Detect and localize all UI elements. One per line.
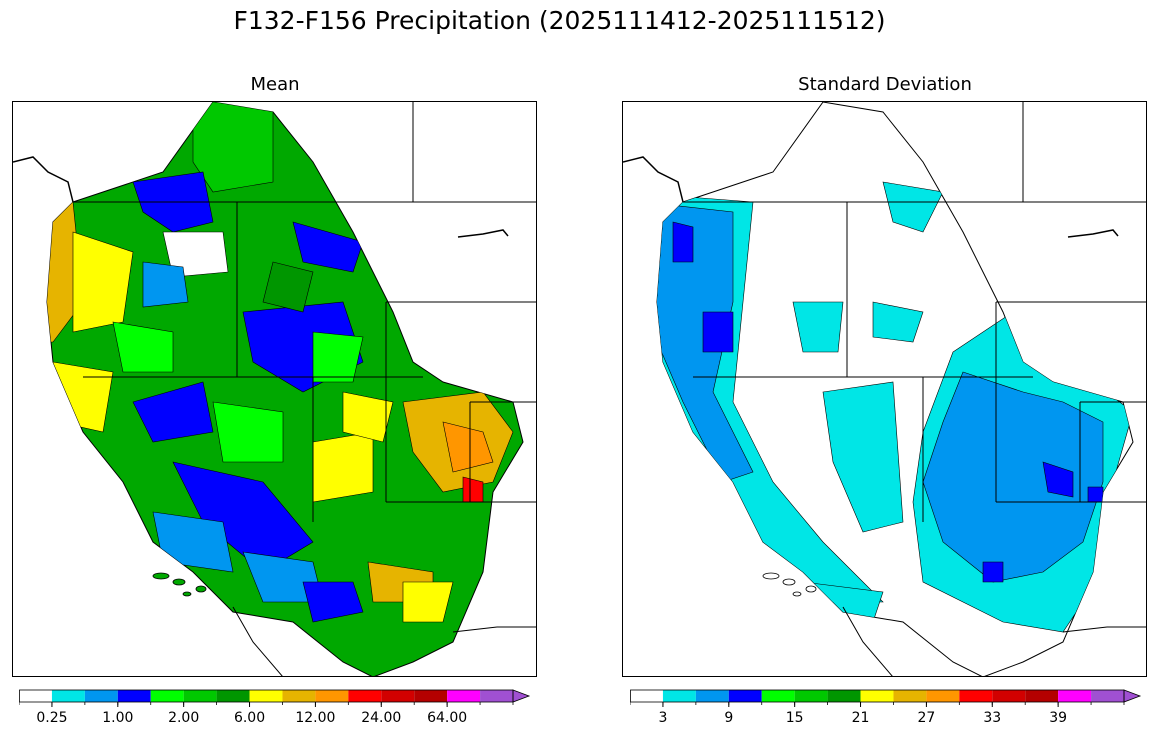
colorbar-swatch: [860, 690, 894, 702]
stddev-panel-title: Standard Deviation: [798, 74, 972, 95]
colorbar-swatch: [249, 690, 283, 702]
colorbar-swatch: [117, 690, 151, 702]
colorbar-tick-label: 21: [851, 710, 870, 726]
colorbar-swatch: [381, 690, 415, 702]
stddev-colorbar-svg: [630, 689, 1142, 707]
colorbar-swatch: [992, 690, 1026, 702]
colorbar-extend-arrow: [1123, 689, 1142, 703]
colorbar-swatch: [216, 690, 250, 702]
colorbar-swatch: [630, 690, 663, 702]
mean-map-canvas: [13, 102, 536, 676]
mean-map: [12, 101, 537, 677]
colorbar-swatch: [1091, 690, 1124, 702]
colorbar-tick-label: 9: [724, 710, 734, 726]
colorbar-swatch: [1025, 690, 1059, 702]
colorbar-swatch: [84, 690, 118, 702]
colorbar-tick-label: 3: [658, 710, 668, 726]
colorbar-swatch: [19, 690, 52, 702]
stddev-colorbar: [630, 689, 1142, 709]
colorbar-swatch: [282, 690, 316, 702]
colorbar-swatch: [728, 690, 762, 702]
colorbar-swatch: [662, 690, 696, 702]
colorbar-tick-label: 12.00: [295, 710, 336, 726]
colorbar-tick-label: 1.00: [102, 710, 134, 726]
colorbar-swatch: [761, 690, 795, 702]
colorbar-tick-label: 33: [983, 710, 1002, 726]
colorbar-swatch: [959, 690, 993, 702]
colorbar-swatch: [794, 690, 828, 702]
colorbar-swatch: [414, 690, 448, 702]
colorbar-tick-label: 6.00: [233, 710, 266, 726]
mean-panel-title: Mean: [250, 74, 300, 95]
colorbar-swatch: [1058, 690, 1092, 702]
colorbar-swatch: [150, 690, 184, 702]
figure-title: F132-F156 Precipitation (2025111412-2025…: [233, 6, 886, 35]
colorbar-swatch: [827, 690, 861, 702]
colorbar-tick-label: 27: [917, 710, 936, 726]
colorbar-swatch: [695, 690, 729, 702]
colorbar-outline: [630, 689, 1125, 703]
colorbar-swatch: [926, 690, 960, 702]
colorbar-extend-arrow: [512, 689, 531, 703]
colorbar-swatch: [51, 690, 85, 702]
stddev-map-canvas: [623, 102, 1146, 676]
colorbar-swatch: [893, 690, 927, 702]
colorbar-tick-label: 64.00: [427, 710, 468, 726]
mean-colorbar: [19, 689, 531, 709]
colorbar-tick-label: 0.25: [36, 710, 68, 726]
colorbar-tick-label: 2.00: [168, 710, 200, 726]
colorbar-swatch: [348, 690, 382, 702]
colorbar-tick-label: 24.00: [361, 710, 402, 726]
colorbar-swatch: [315, 690, 349, 702]
mean-colorbar-svg: [19, 689, 531, 707]
colorbar-tick-label: 15: [785, 710, 804, 726]
colorbar-swatch: [447, 690, 481, 702]
colorbar-tick-label: 39: [1049, 710, 1068, 726]
colorbar-outline: [19, 689, 514, 703]
colorbar-swatch: [480, 690, 513, 702]
colorbar-swatch: [183, 690, 217, 702]
stddev-map: [622, 101, 1147, 677]
